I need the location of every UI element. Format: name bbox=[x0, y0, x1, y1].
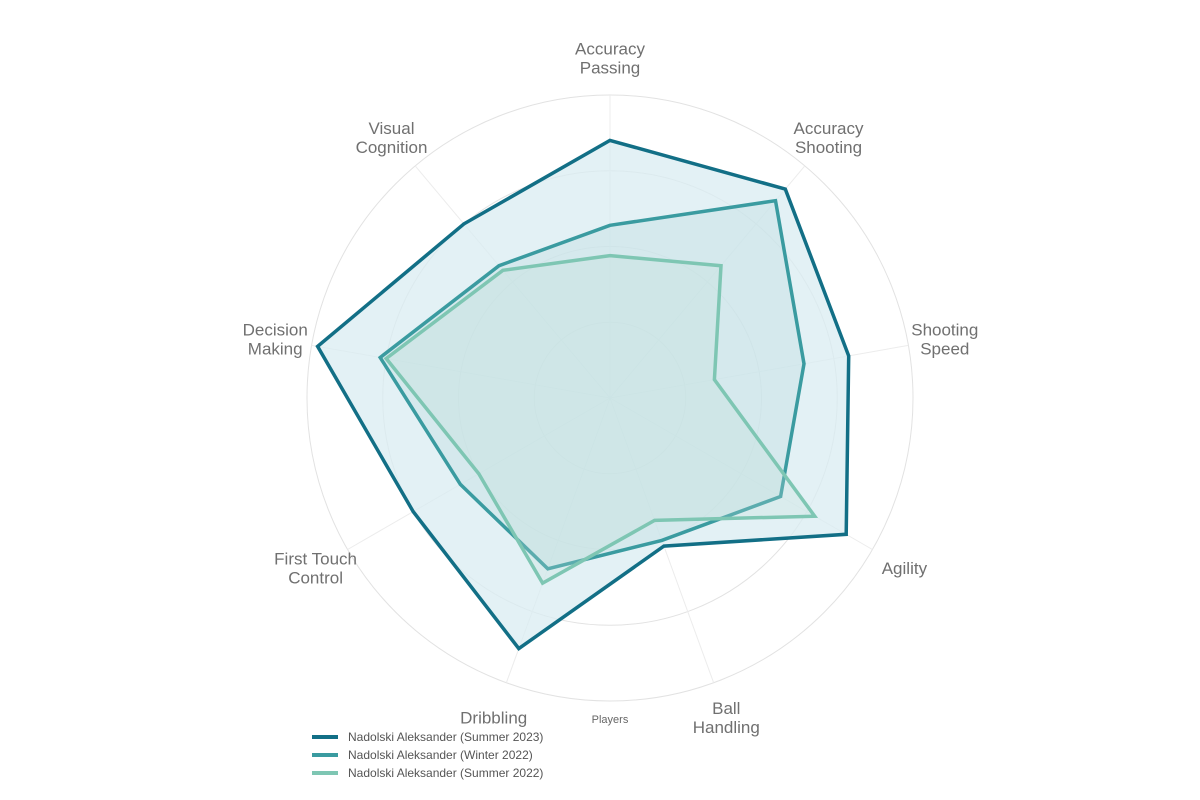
axis-label-5-line-0: Dribbling bbox=[460, 709, 527, 728]
series-2-point-5 bbox=[541, 581, 545, 585]
series-layer bbox=[315, 138, 851, 651]
axis-label-1: Accuracy Shooting bbox=[794, 119, 864, 157]
series-1-point-4 bbox=[660, 538, 664, 542]
series-2-point-8 bbox=[501, 268, 505, 272]
axis-label-1-line-0: Accuracy bbox=[794, 119, 864, 138]
series-2-point-3 bbox=[813, 514, 817, 518]
series-polygon-2[interactable] bbox=[383, 253, 819, 586]
axis-label-0-line-0: Accuracy bbox=[575, 40, 645, 59]
axis-label-4: Ball Handling bbox=[693, 699, 760, 737]
series-1-point-0 bbox=[608, 223, 612, 227]
axis-label-6: First Touch Control bbox=[274, 550, 357, 588]
axis-label-2: Shooting Speed bbox=[911, 321, 978, 359]
series-0-point-2 bbox=[847, 354, 851, 358]
axis-label-0: Accuracy Passing bbox=[575, 40, 645, 78]
axis-label-0-line-1: Passing bbox=[580, 59, 640, 78]
series-0-point-5 bbox=[517, 647, 521, 651]
axis-label-3-line-0: Agility bbox=[882, 559, 928, 578]
axis-label-8: Visual Cognition bbox=[356, 119, 428, 157]
series-2-point-4 bbox=[653, 518, 657, 522]
series-2-point-2 bbox=[712, 378, 716, 382]
axis-label-8-line-0: Visual bbox=[369, 119, 415, 138]
axis-label-7: Decision Making bbox=[243, 321, 308, 359]
series-1-point-1 bbox=[774, 199, 778, 203]
legend-entry-2[interactable]: Nadolski Aleksander (Summer 2022) bbox=[348, 766, 543, 780]
series-0-point-3 bbox=[844, 532, 848, 536]
series-1-point-8 bbox=[497, 264, 501, 268]
legend-title: Players bbox=[592, 714, 629, 726]
series-2-point-1 bbox=[719, 264, 723, 268]
axis-label-4-line-0: Ball bbox=[712, 699, 740, 718]
axis-label-2-line-1: Speed bbox=[920, 340, 969, 359]
series-2-point-6 bbox=[477, 472, 481, 476]
legend: Players Nadolski Aleksander (Summer 2023… bbox=[312, 714, 629, 780]
axis-label-8-line-1: Cognition bbox=[356, 138, 428, 157]
series-0-point-0 bbox=[608, 138, 612, 142]
series-0-point-8 bbox=[462, 222, 466, 226]
series-1-point-7 bbox=[378, 356, 382, 360]
axis-label-6-line-0: First Touch bbox=[274, 550, 357, 569]
axis-label-1-line-1: Shooting bbox=[795, 138, 862, 157]
legend-entry-0[interactable]: Nadolski Aleksander (Summer 2023) bbox=[348, 730, 543, 744]
axis-label-3: Agility bbox=[882, 559, 928, 578]
series-1-point-6 bbox=[458, 482, 462, 486]
axis-label-5: Dribbling bbox=[460, 709, 527, 728]
series-0-point-6 bbox=[411, 510, 415, 514]
series-polygon-1[interactable] bbox=[377, 198, 806, 571]
axis-label-4-line-1: Handling bbox=[693, 718, 760, 737]
axis-label-6-line-1: Control bbox=[288, 569, 343, 588]
series-2-point-7 bbox=[384, 357, 388, 361]
series-0-point-1 bbox=[783, 187, 787, 191]
axis-label-7-line-1: Making bbox=[248, 340, 303, 359]
legend-entry-1[interactable]: Nadolski Aleksander (Winter 2022) bbox=[348, 748, 533, 762]
series-2-point-0 bbox=[608, 254, 612, 258]
series-0-point-7 bbox=[316, 344, 320, 348]
series-1-point-2 bbox=[802, 362, 806, 366]
axis-label-2-line-0: Shooting bbox=[911, 321, 978, 340]
series-0-point-4 bbox=[662, 544, 666, 548]
axis-label-7-line-0: Decision bbox=[243, 321, 308, 340]
